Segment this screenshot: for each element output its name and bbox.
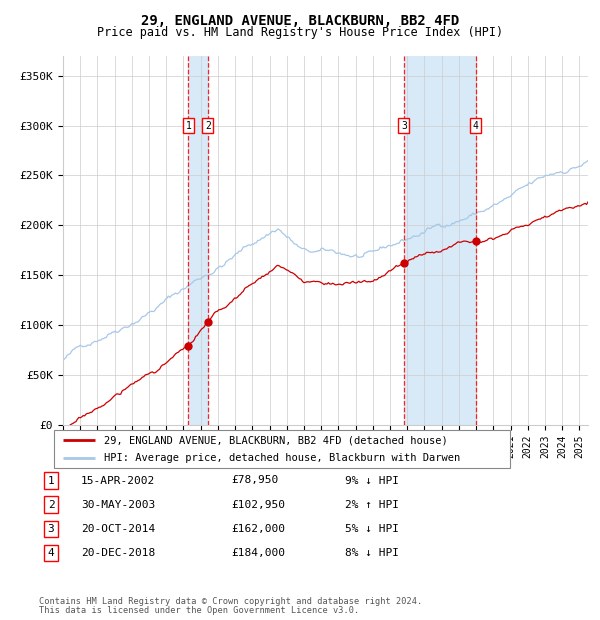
Bar xyxy=(188,56,208,425)
Text: 9% ↓ HPI: 9% ↓ HPI xyxy=(345,476,399,485)
Text: Price paid vs. HM Land Registry's House Price Index (HPI): Price paid vs. HM Land Registry's House … xyxy=(97,26,503,39)
Text: £162,000: £162,000 xyxy=(231,524,285,534)
Text: Contains HM Land Registry data © Crown copyright and database right 2024.: Contains HM Land Registry data © Crown c… xyxy=(39,597,422,606)
Bar xyxy=(404,56,476,425)
Text: 3: 3 xyxy=(401,121,407,131)
Text: 8% ↓ HPI: 8% ↓ HPI xyxy=(345,548,399,558)
Text: HPI: Average price, detached house, Blackburn with Darwen: HPI: Average price, detached house, Blac… xyxy=(104,453,460,463)
Text: 2: 2 xyxy=(47,500,55,510)
Text: 30-MAY-2003: 30-MAY-2003 xyxy=(81,500,155,510)
Text: 4: 4 xyxy=(47,548,55,558)
FancyBboxPatch shape xyxy=(54,430,510,468)
Text: 29, ENGLAND AVENUE, BLACKBURN, BB2 4FD: 29, ENGLAND AVENUE, BLACKBURN, BB2 4FD xyxy=(141,14,459,28)
Text: This data is licensed under the Open Government Licence v3.0.: This data is licensed under the Open Gov… xyxy=(39,606,359,615)
Text: 20-OCT-2014: 20-OCT-2014 xyxy=(81,524,155,534)
Text: 1: 1 xyxy=(47,476,55,485)
Text: £102,950: £102,950 xyxy=(231,500,285,510)
Text: 20-DEC-2018: 20-DEC-2018 xyxy=(81,548,155,558)
Text: 2% ↑ HPI: 2% ↑ HPI xyxy=(345,500,399,510)
Text: 3: 3 xyxy=(47,524,55,534)
Text: £78,950: £78,950 xyxy=(231,476,278,485)
Text: 2: 2 xyxy=(205,121,211,131)
Text: 15-APR-2002: 15-APR-2002 xyxy=(81,476,155,485)
Text: £184,000: £184,000 xyxy=(231,548,285,558)
Text: 29, ENGLAND AVENUE, BLACKBURN, BB2 4FD (detached house): 29, ENGLAND AVENUE, BLACKBURN, BB2 4FD (… xyxy=(104,435,448,445)
Text: 5% ↓ HPI: 5% ↓ HPI xyxy=(345,524,399,534)
Text: 1: 1 xyxy=(185,121,191,131)
Text: 4: 4 xyxy=(473,121,479,131)
